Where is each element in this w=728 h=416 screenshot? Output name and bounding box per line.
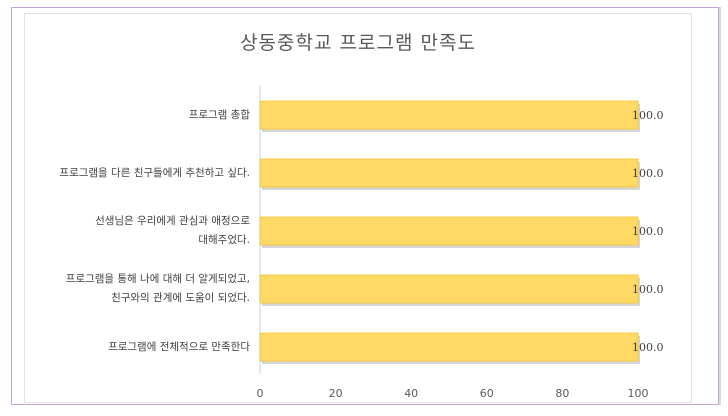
- x-tick-label: 60: [480, 387, 494, 400]
- x-tick-label: 40: [404, 387, 418, 400]
- bar: [260, 159, 638, 187]
- category-label: 프로그램 총합: [10, 106, 250, 125]
- x-tick-label: 80: [555, 387, 569, 400]
- category-label: 프로그램에 전체적으로 만족한다: [10, 338, 250, 357]
- data-label: 100.0: [632, 225, 664, 238]
- data-label: 100.0: [632, 109, 664, 122]
- category-label-line: 프로그램을 다른 친구들에게 추천하고 싶다.: [10, 164, 250, 183]
- data-label: 100.0: [632, 283, 664, 296]
- bar: [260, 101, 638, 129]
- category-label-line: 프로그램을 통해 나에 대해 더 알게되었고,: [10, 270, 250, 289]
- x-tick-label: 20: [329, 387, 343, 400]
- category-label-line: 프로그램에 전체적으로 만족한다: [10, 338, 250, 357]
- bar: [260, 275, 638, 303]
- category-label-line: 선생님은 우리에게 관심과 애정으로: [10, 212, 250, 231]
- category-label-line: 친구와의 관계에 도움이 되었다.: [10, 289, 250, 308]
- x-tick-label: 100: [628, 387, 649, 400]
- data-label: 100.0: [632, 167, 664, 180]
- data-label: 100.0: [632, 341, 664, 354]
- bar: [260, 333, 638, 361]
- category-label: 프로그램을 다른 친구들에게 추천하고 싶다.: [10, 164, 250, 183]
- bar: [260, 217, 638, 245]
- category-label: 프로그램을 통해 나에 대해 더 알게되었고, 친구와의 관계에 도움이 되었다.: [10, 270, 250, 308]
- x-tick-label: 0: [257, 387, 264, 400]
- category-label: 선생님은 우리에게 관심과 애정으로 대해주었다.: [10, 212, 250, 250]
- category-label-line: 대해주었다.: [10, 231, 250, 250]
- category-label-line: 프로그램 총합: [10, 106, 250, 125]
